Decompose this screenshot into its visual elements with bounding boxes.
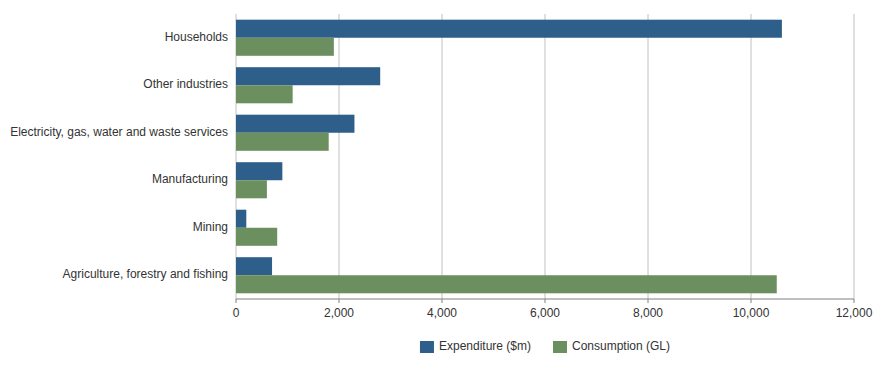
grid-line bbox=[339, 14, 340, 299]
category-label: Manufacturing bbox=[152, 172, 228, 186]
legend-swatch bbox=[553, 341, 567, 353]
grid-line bbox=[854, 14, 855, 299]
grid-line bbox=[648, 14, 649, 299]
tick-label: 2,000 bbox=[324, 306, 354, 320]
grid-line bbox=[751, 14, 752, 299]
bar bbox=[236, 20, 782, 38]
tick-label: 10,000 bbox=[733, 306, 770, 320]
category-label: Households bbox=[165, 30, 228, 44]
tick-mark bbox=[442, 299, 443, 303]
tick-mark bbox=[854, 299, 855, 303]
legend-swatch bbox=[420, 341, 434, 353]
chart-container: 0 2,000 4,000 6,000 8,000 10,000 12,000 Agricul… bbox=[0, 0, 882, 377]
tick-label: 12,000 bbox=[836, 306, 873, 320]
bar bbox=[236, 257, 272, 275]
bar bbox=[236, 85, 293, 103]
category-label: Electricity, gas, water and waste servic… bbox=[10, 125, 228, 139]
bar bbox=[236, 67, 380, 85]
bar bbox=[236, 180, 267, 198]
bar bbox=[236, 275, 777, 293]
bar bbox=[236, 210, 246, 228]
tick-mark bbox=[751, 299, 752, 303]
legend-item: Consumption (GL) bbox=[553, 339, 670, 353]
tick-mark bbox=[648, 299, 649, 303]
legend-label: Expenditure ($m) bbox=[439, 339, 531, 353]
chart: 0 2,000 4,000 6,000 8,000 10,000 12,000 Agricul… bbox=[0, 0, 882, 377]
tick-label: 4,000 bbox=[427, 306, 457, 320]
tick-mark bbox=[236, 299, 237, 303]
grid bbox=[236, 14, 854, 299]
grid-line bbox=[442, 14, 443, 299]
tick-label: 0 bbox=[233, 306, 240, 320]
y-axis: Agriculture, forestry and fishing Mining M… bbox=[10, 30, 228, 282]
grid-line bbox=[545, 14, 546, 299]
category-label: Other industries bbox=[143, 77, 228, 91]
tick-mark bbox=[545, 299, 546, 303]
tick-mark bbox=[339, 299, 340, 303]
bar bbox=[236, 162, 282, 180]
tick-label: 8,000 bbox=[633, 306, 663, 320]
bar bbox=[236, 228, 277, 246]
bars bbox=[236, 20, 782, 294]
category-label: Mining bbox=[193, 220, 228, 234]
legend-label: Consumption (GL) bbox=[572, 339, 670, 353]
tick-label: 6,000 bbox=[530, 306, 560, 320]
bar bbox=[236, 133, 329, 151]
grid-line bbox=[236, 14, 237, 299]
legend: Expenditure ($m) Consumption (GL) bbox=[420, 339, 670, 353]
bar bbox=[236, 115, 354, 133]
bar bbox=[236, 38, 334, 56]
category-label: Agriculture, forestry and fishing bbox=[63, 267, 228, 281]
legend-item: Expenditure ($m) bbox=[420, 339, 531, 353]
x-axis: 0 2,000 4,000 6,000 8,000 10,000 12,000 bbox=[233, 299, 873, 320]
